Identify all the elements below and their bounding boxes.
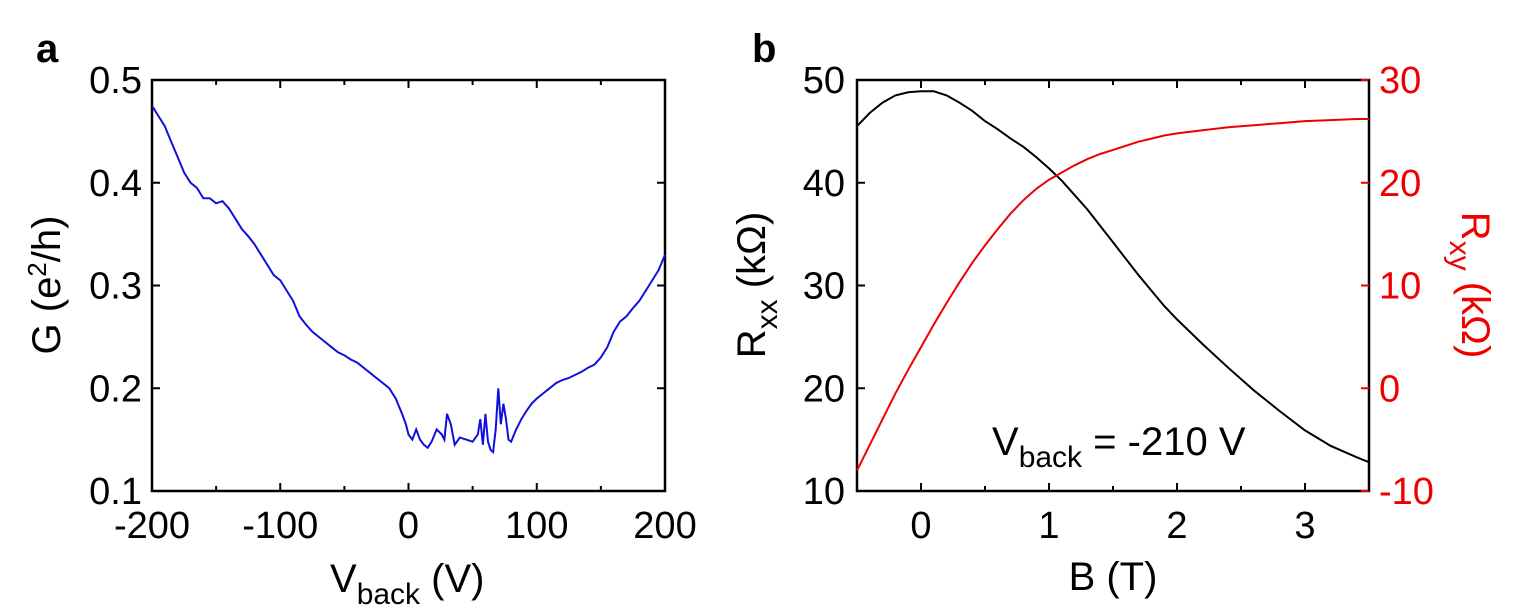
panel-b-x-tick-label: 1 [1038,505,1059,547]
panel-a-x-tick-label: -200 [114,505,190,547]
panel-b-left-y-tick-label: 40 [803,163,845,205]
panel-b-annotation: Vback = -210 V [992,420,1246,474]
panel-b-left-y-tick-labels: 10 20 30 40 50 [803,60,845,513]
panel-a-y-tick-label: 0.3 [89,266,142,308]
panel-b-right-y-tick-label: 10 [1379,266,1421,308]
panel-b-rxx-line [856,90,1370,464]
panel-b-x-tick-label: 3 [1294,505,1315,547]
panel-a-label: a [36,27,59,71]
panel-a-x-tick-label: 200 [633,505,696,547]
panel-b-x-tick-label: 2 [1166,505,1187,547]
panel-b-right-y-tick-label: 20 [1379,163,1421,205]
panel-b-x-axis-label: B (T) [1069,555,1158,599]
panel-b-x-tick-label: 0 [910,505,931,547]
panel-b-right-y-tick-label: 30 [1379,60,1421,102]
panel-a-x-tick-label: -100 [242,505,318,547]
panel-a-y-tick-label: 0.1 [89,471,142,513]
panel-a-axes-frame [150,78,667,493]
panel-b-right-y-axis-label: Rxy (kΩ) [1443,212,1497,359]
panel-a-conductance-line [151,105,666,454]
panel-b-rxy-line [856,118,1369,471]
panel-b-left-y-axis-label: Rxx (kΩ) [730,212,784,359]
panel-b-right-y-tick-label: 0 [1379,368,1400,410]
panel-a-x-tick-label: 100 [505,505,568,547]
panel-b-left-y-tick-label: 10 [803,471,845,513]
panel-b-left-y-tick-label: 20 [803,368,845,410]
panel-b-right-y-tick-labels: -10 0 10 20 30 [1379,60,1434,513]
panel-a-x-tick-label: 0 [398,505,419,547]
panel-a-y-axis-label: G (e2/h) [22,216,69,355]
panel-b-left-y-tick-label: 30 [803,266,845,308]
panel-b-left-y-tick-label: 50 [803,60,845,102]
panel-b-label: b [752,27,776,71]
panel-a-y-tick-label: 0.2 [89,368,142,410]
panel-a-ticks [151,79,666,492]
panel-b-ticks [856,79,1370,492]
panel-a: a 0.1 0.2 0.3 0.4 0.5 -200 -100 0 100 200 Vback … [22,27,697,611]
panel-b-right-y-tick-label: -10 [1379,471,1434,513]
panel-a-y-tick-labels: 0.1 0.2 0.3 0.4 0.5 [89,60,142,513]
panel-a-x-axis-label: Vback (V) [330,557,485,611]
panel-b: b 10 20 30 40 50 -10 0 10 20 30 0 1 2 3 Vback = -21… [730,27,1497,599]
panel-a-x-tick-labels: -200 -100 0 100 200 [114,505,697,547]
panel-a-y-tick-label: 0.4 [89,163,142,205]
panel-a-y-tick-label: 0.5 [89,60,142,102]
panel-b-x-tick-labels: 0 1 2 3 [910,505,1315,547]
